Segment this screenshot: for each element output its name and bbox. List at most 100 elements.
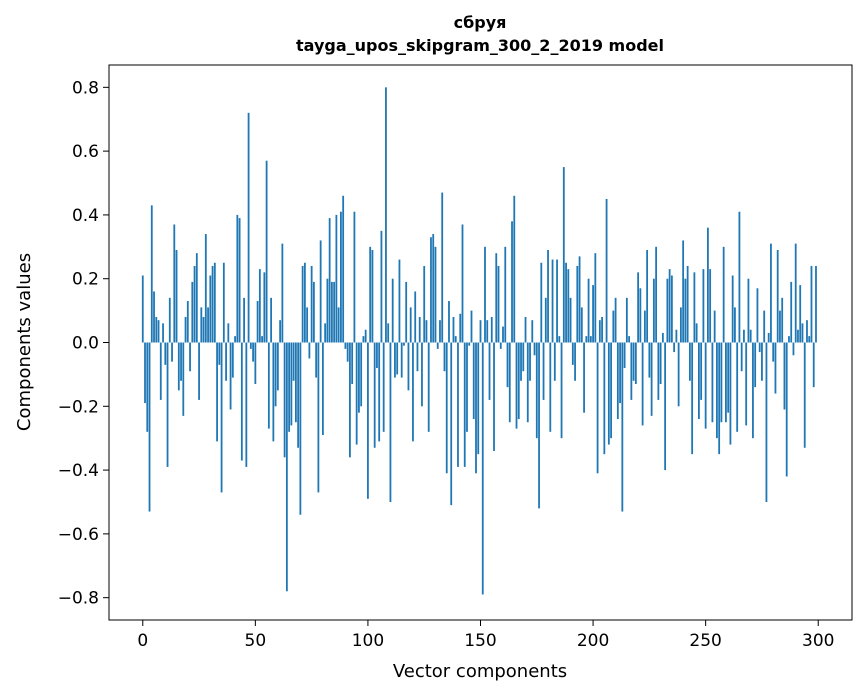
bar-192	[574, 342, 576, 381]
bar-83	[328, 218, 331, 343]
bar-94	[353, 211, 356, 343]
bar-52	[258, 269, 261, 343]
bar-187	[562, 167, 565, 343]
bar-48	[249, 342, 252, 349]
bar-81	[324, 323, 327, 343]
bar-27	[202, 316, 205, 343]
y-tick-label: 0.8	[72, 78, 99, 98]
bar-165	[513, 195, 516, 343]
bar-199	[589, 336, 592, 343]
bar-110	[389, 342, 392, 502]
bar-133	[441, 192, 444, 343]
bar-270	[749, 329, 752, 343]
bar-25	[198, 342, 200, 400]
bar-41	[234, 336, 236, 343]
bar-122	[416, 342, 419, 372]
bar-37	[225, 342, 227, 381]
bar-194	[578, 256, 581, 343]
bar-84	[331, 281, 333, 343]
bar-40	[231, 342, 234, 378]
bar-172	[529, 342, 531, 381]
bar-31	[211, 265, 214, 343]
bar-151	[481, 342, 484, 595]
bar-129	[432, 234, 435, 343]
bar-292	[799, 285, 802, 343]
bar-34	[218, 342, 221, 365]
bar-177	[540, 262, 543, 343]
bar-103	[373, 342, 376, 448]
bar-191	[571, 342, 574, 365]
bar-118	[407, 342, 410, 391]
bar-214	[623, 342, 626, 369]
bar-43	[238, 218, 241, 343]
bar-61	[279, 320, 282, 343]
bar-164	[511, 221, 513, 343]
bar-28	[204, 234, 207, 343]
bar-179	[544, 297, 547, 343]
bar-11	[166, 342, 169, 467]
bar-170	[524, 316, 527, 343]
bar-79	[319, 240, 322, 343]
bar-296	[808, 336, 811, 343]
bar-262	[731, 275, 734, 343]
bar-235	[670, 275, 673, 343]
bar-237	[675, 329, 678, 343]
bar-68	[294, 342, 297, 423]
bar-38	[227, 323, 230, 343]
bar-130	[434, 246, 437, 343]
bar-101	[369, 246, 372, 343]
bar-113	[396, 342, 399, 375]
bar-39	[229, 342, 232, 410]
bar-272	[754, 342, 757, 388]
bar-77	[315, 342, 318, 378]
bar-70	[299, 342, 302, 515]
bar-30	[209, 275, 212, 343]
bar-74	[308, 342, 311, 359]
x-tick-label: 300	[802, 631, 834, 651]
bar-226	[650, 342, 653, 416]
bar-96	[358, 342, 360, 413]
bar-10	[164, 342, 167, 365]
bar-147	[472, 342, 475, 420]
bar-233	[666, 278, 669, 343]
bar-209	[612, 310, 615, 343]
bar-264	[736, 342, 739, 432]
bar-152	[484, 246, 486, 343]
bar-36	[222, 262, 225, 343]
bar-13	[171, 342, 173, 362]
bar-54	[263, 272, 266, 343]
bar-3	[148, 342, 151, 512]
bar-271	[752, 342, 754, 439]
bar-117	[405, 281, 408, 343]
bar-263	[734, 307, 736, 343]
x-tick-label: 100	[352, 631, 384, 651]
bar-95	[355, 342, 358, 445]
bar-85	[333, 281, 336, 343]
bar-205	[603, 342, 606, 455]
y-tick-label: 0.4	[72, 206, 99, 226]
bar-294	[803, 342, 806, 448]
bar-55	[265, 160, 268, 343]
bar-144	[466, 342, 468, 432]
bar-137	[450, 342, 453, 506]
bar-211	[616, 342, 619, 420]
bar-243	[688, 342, 691, 381]
bar-97	[360, 342, 363, 407]
bar-259	[725, 342, 727, 423]
bar-273	[756, 288, 759, 343]
bar-153	[486, 320, 489, 343]
bar-14	[173, 224, 176, 343]
chart-title: сбруя	[454, 13, 507, 32]
bar-245	[693, 272, 696, 343]
bar-145	[468, 342, 471, 346]
bar-107	[382, 342, 385, 432]
bar-195	[580, 307, 583, 343]
bar-213	[621, 342, 624, 512]
chart-subtitle: tayga_upos_skipgram_300_2_2019 model	[296, 36, 664, 55]
bar-44	[240, 342, 243, 461]
bar-64	[285, 342, 288, 592]
bar-178	[542, 342, 545, 400]
bar-278	[767, 332, 770, 343]
bar-254	[713, 310, 716, 343]
bar-105	[378, 342, 381, 442]
